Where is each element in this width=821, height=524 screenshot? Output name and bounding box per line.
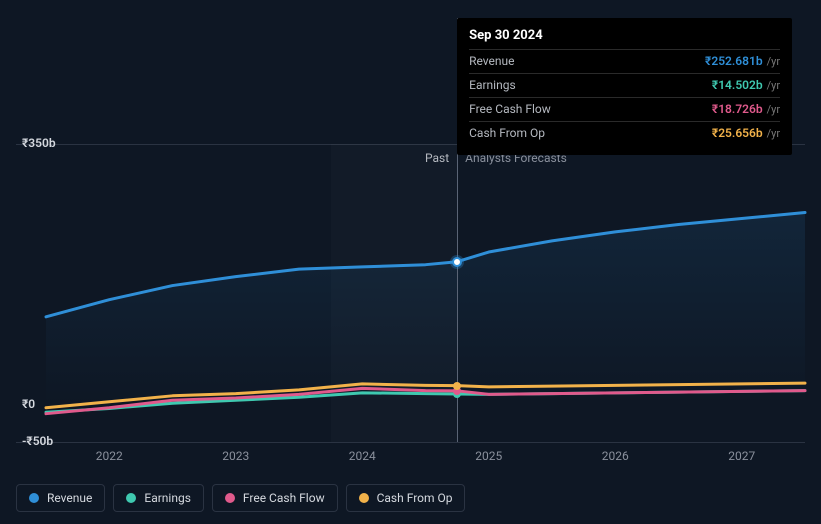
x-axis-label: 2022 [96,449,123,463]
legend-label: Free Cash Flow [243,491,325,505]
tooltip-row-label: Earnings [469,77,516,94]
y-axis-label: ₹0 [22,397,35,411]
tooltip-row-label: Cash From Op [469,125,545,142]
tooltip-row: Free Cash Flow ₹18.726b/yr [469,97,780,121]
hover-tooltip: Sep 30 2024 Revenue ₹252.681b/yr Earnings ₹… [457,18,792,155]
x-axis-label: 2027 [728,449,755,463]
past-label: Past [425,151,449,165]
tooltip-row: Revenue ₹252.681b/yr [469,49,780,73]
earnings-revenue-chart: Past Analysts Forecasts Sep 30 2024 Reve… [0,0,821,524]
tooltip-row-value: ₹252.681b/yr [705,53,780,70]
legend-item[interactable]: Cash From Op [346,484,466,512]
tooltip-rows: Revenue ₹252.681b/yr Earnings ₹14.502b/yr Fr… [469,49,780,145]
legend-swatch [126,493,136,503]
x-axis-label: 2024 [349,449,376,463]
x-axis-label: 2023 [222,449,249,463]
x-axis-label: 2025 [475,449,502,463]
hover-dot-cfo [453,382,461,390]
legend-swatch [225,493,235,503]
tooltip-date: Sep 30 2024 [469,28,780,43]
y-axis-label: -₹50b [22,434,53,448]
legend: Revenue Earnings Free Cash Flow Cash From O… [16,484,465,512]
y-axis-label: ₹350b [22,136,56,150]
legend-label: Revenue [47,491,92,505]
tooltip-row-label: Free Cash Flow [469,101,551,118]
legend-label: Earnings [144,491,191,505]
hover-dot-revenue [452,257,462,267]
legend-swatch [359,493,369,503]
tooltip-row-value: ₹18.726b/yr [712,101,780,118]
tooltip-row-label: Revenue [469,53,514,70]
tooltip-row-value: ₹14.502b/yr [712,77,780,94]
x-axis-label: 2026 [602,449,629,463]
legend-item[interactable]: Revenue [16,484,105,512]
tooltip-row: Cash From Op ₹25.656b/yr [469,121,780,145]
legend-label: Cash From Op [377,491,453,505]
legend-item[interactable]: Free Cash Flow [212,484,338,512]
legend-item[interactable]: Earnings [113,484,204,512]
tooltip-row-value: ₹25.656b/yr [712,125,780,142]
legend-swatch [29,493,39,503]
tooltip-row: Earnings ₹14.502b/yr [469,73,780,97]
